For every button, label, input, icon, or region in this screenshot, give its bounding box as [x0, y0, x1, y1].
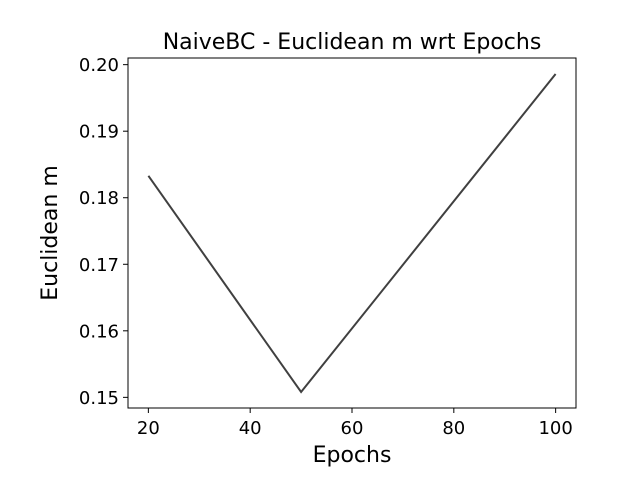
series-group [147, 73, 557, 394]
y-tick-label-4: 0.19 [79, 122, 119, 143]
y-axis: 0.15 0.16 0.17 0.18 0.19 0.20 [79, 55, 128, 409]
x-axis-label: Epochs [313, 443, 392, 468]
x-axis: 20 40 60 80 100 [137, 408, 573, 439]
chart-title: NaiveBC - Euclidean m wrt Epochs [163, 30, 542, 55]
plot-frame [127, 57, 577, 409]
y-tick-label-5: 0.20 [79, 55, 119, 76]
y-axis-label: Euclidean m [38, 165, 63, 301]
x-tick-label-2: 60 [341, 418, 364, 439]
y-tick-label-0: 0.15 [79, 388, 119, 409]
plot-area [127, 57, 577, 409]
y-tick-label-1: 0.16 [79, 321, 119, 342]
x-tick-label-4: 100 [538, 418, 572, 439]
x-tick-label-3: 80 [442, 418, 465, 439]
series-line-0 [147, 73, 557, 394]
x-tick-label-1: 40 [239, 418, 262, 439]
x-tick-label-0: 20 [137, 418, 160, 439]
y-tick-label-2: 0.17 [79, 255, 119, 276]
y-tick-label-3: 0.18 [79, 188, 119, 209]
